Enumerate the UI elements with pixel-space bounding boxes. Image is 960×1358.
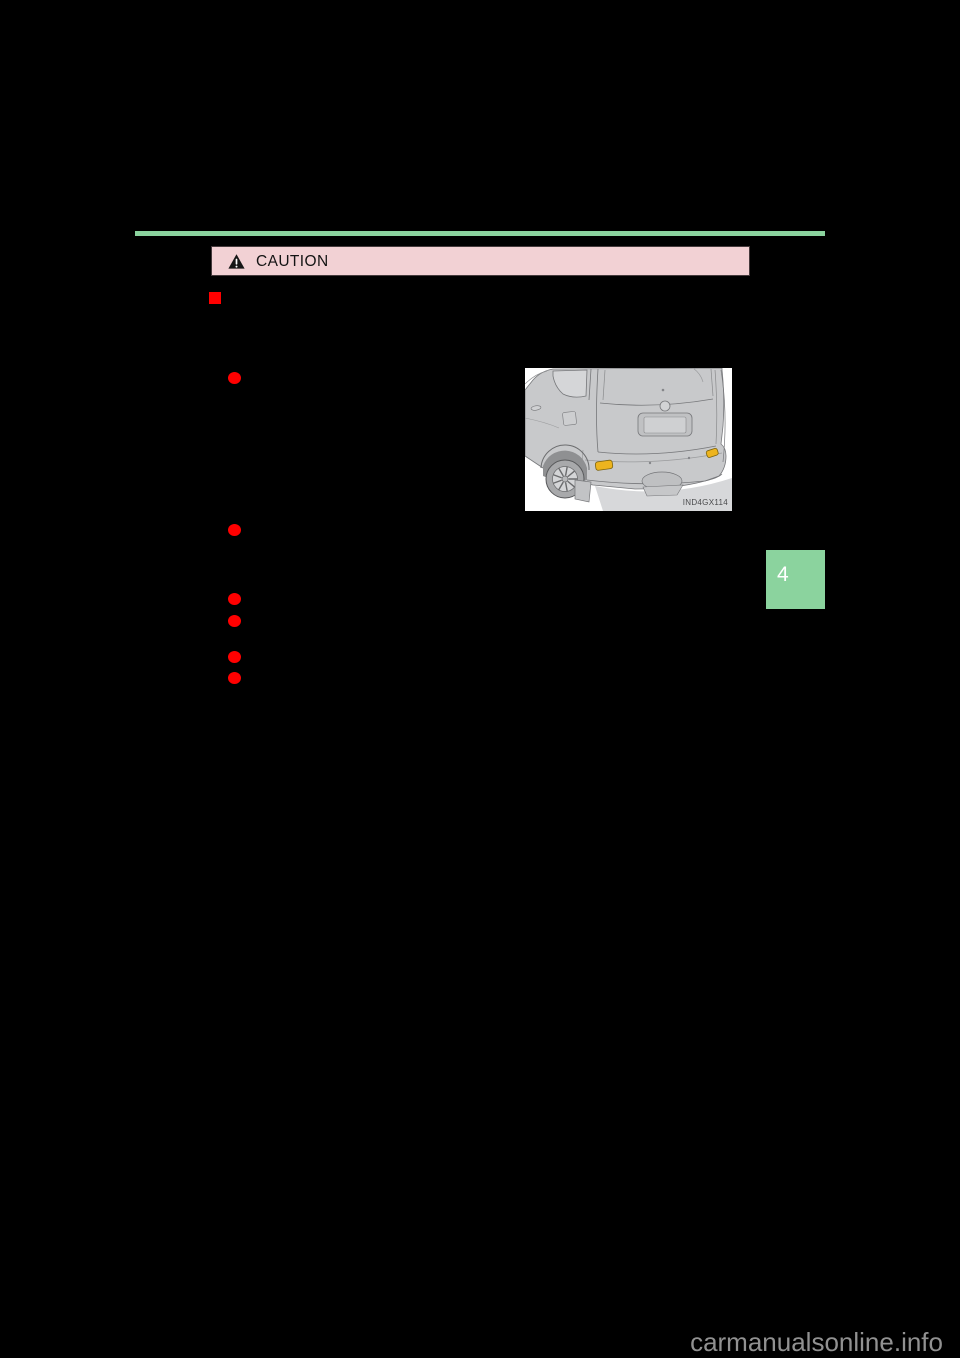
left-rear-sensor-highlight bbox=[594, 459, 614, 471]
vehicle-rear-figure: IND4GX114 bbox=[525, 368, 732, 511]
caution-banner: CAUTION bbox=[211, 246, 750, 276]
wheel-spokes bbox=[553, 466, 578, 492]
watermark-text: carmanualsonline.info bbox=[690, 1327, 943, 1357]
list-bullet bbox=[228, 593, 241, 605]
chapter-number: 4 bbox=[777, 563, 789, 586]
list-bullet bbox=[228, 615, 241, 627]
section-heading-bullet bbox=[209, 292, 221, 304]
suv-rear-illustration bbox=[525, 368, 732, 511]
section-divider-rule bbox=[135, 231, 825, 236]
warning-triangle-icon bbox=[228, 253, 245, 269]
list-bullet bbox=[228, 651, 241, 663]
list-bullet bbox=[228, 524, 241, 536]
figure-code-label: IND4GX114 bbox=[682, 498, 728, 507]
chapter-tab: 4 bbox=[766, 550, 825, 609]
list-bullet bbox=[228, 372, 241, 384]
list-bullet bbox=[228, 672, 241, 684]
caution-label: CAUTION bbox=[256, 252, 329, 270]
right-rear-sensor-highlight bbox=[705, 447, 719, 458]
